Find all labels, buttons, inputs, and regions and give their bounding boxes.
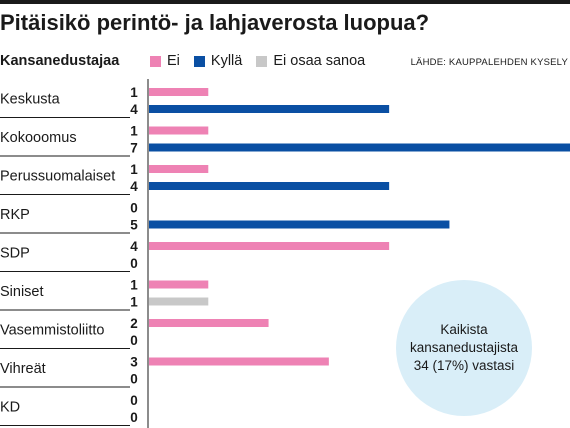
bar-perussuomalaiset-ei — [149, 165, 209, 173]
row-header: Kansanedustajaa — [0, 53, 120, 69]
value-label-kd-kylla: 0 — [130, 410, 138, 425]
value-label-keskusta-kylla: 4 — [130, 102, 138, 117]
category-label-rkp: RKP — [0, 207, 30, 223]
value-label-kd-ei: 0 — [130, 393, 138, 408]
bar-sdp-ei — [149, 242, 390, 250]
callout-text: Kaikista kansanedustajista 34 (17%) vast… — [409, 322, 519, 373]
legend-label-ei: Ei — [167, 53, 180, 69]
bar-vihreat-ei — [149, 357, 329, 366]
category-label-sdp: SDP — [0, 245, 30, 261]
bar-perussuomalaiset-kylla — [149, 182, 390, 190]
legend: Ei Kyllä Ei osaa sanoa — [150, 53, 379, 69]
value-label-siniset-ei: 1 — [130, 278, 138, 293]
legend-label-ei-osaa-sanoa: Ei osaa sanoa — [273, 53, 366, 69]
legend-label-kylla: Kyllä — [210, 53, 243, 69]
value-label-rkp-kylla: 5 — [130, 218, 138, 233]
value-label-vasemmistoliitto-ei: 2 — [130, 316, 138, 331]
value-label-vasemmistoliitto-kylla: 0 — [130, 333, 138, 348]
legend-item-ei-osaa-sanoa: Ei osaa sanoa — [256, 53, 365, 69]
chart-title: Pitäisikö perintö- ja lahjaverosta luopu… — [0, 10, 430, 35]
legend-item-kylla: Kyllä — [193, 53, 243, 69]
category-label-perussuomalaiset: Perussuomalaiset — [0, 168, 115, 184]
bar-rkp-kylla — [149, 220, 450, 229]
top-rule — [0, 0, 570, 4]
category-label-kd: KD — [0, 399, 20, 415]
bar-kokooomus-kylla — [149, 143, 570, 152]
category-label-keskusta: Keskusta — [0, 91, 61, 107]
value-label-rkp-ei: 0 — [130, 201, 138, 216]
bar-kokooomus-ei — [149, 126, 209, 135]
value-label-kokooomus-ei: 1 — [130, 124, 138, 139]
value-label-siniset-ei-osaa-sanoa: 1 — [130, 295, 138, 310]
value-label-perussuomalaiset-ei: 1 — [130, 162, 138, 177]
category-label-vasemmistoliitto: Vasemmistoliitto — [0, 322, 104, 338]
value-label-kokooomus-kylla: 7 — [130, 141, 138, 156]
legend-item-ei: Ei — [150, 53, 180, 69]
category-label-siniset: Siniset — [0, 284, 44, 300]
value-label-vihreat-kylla: 0 — [130, 372, 138, 387]
category-label-vihreat: Vihreät — [0, 361, 46, 377]
legend-swatch-ei-osaa-sanoa — [256, 55, 268, 67]
legend-swatch-ei — [150, 55, 161, 67]
source-note: LÄHDE: KAUPPALEHDEN KYSELY — [410, 57, 568, 68]
value-label-vihreat-ei: 3 — [130, 355, 138, 370]
bar-keskusta-kylla — [149, 105, 390, 113]
bar-vasemmistoliitto-ei — [149, 319, 269, 327]
value-label-perussuomalaiset-kylla: 4 — [130, 179, 138, 194]
bar-keskusta-ei — [149, 88, 209, 96]
value-label-sdp-kylla: 0 — [130, 256, 138, 271]
bar-siniset-ei-osaa-sanoa — [149, 297, 209, 306]
bar-siniset-ei — [149, 280, 209, 289]
value-label-keskusta-ei: 1 — [130, 85, 138, 100]
value-label-sdp-ei: 4 — [130, 239, 138, 254]
response-rate-callout: Kaikista kansanedustajista 34 (17%) vast… — [396, 280, 532, 416]
category-label-kokooomus: Kokooomus — [0, 130, 77, 146]
legend-swatch-kylla — [193, 55, 205, 67]
